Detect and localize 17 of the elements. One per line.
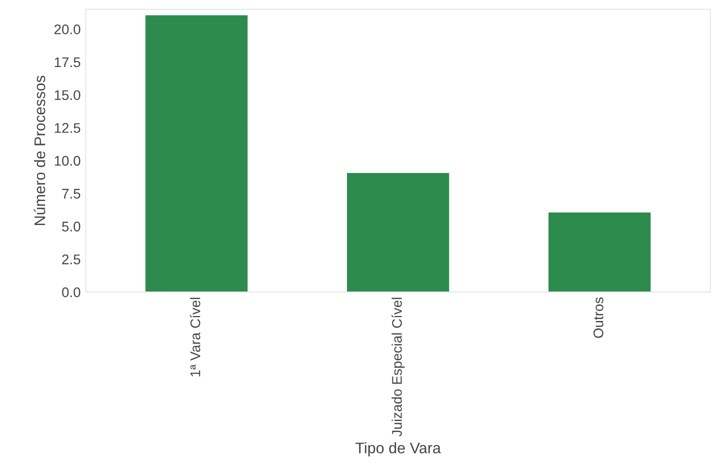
y-tick-label: 7.5 bbox=[62, 188, 80, 199]
y-tick-label: 10.0 bbox=[54, 156, 80, 166]
x-tick-label: Outros bbox=[593, 297, 604, 338]
x-axis-title: Tipo de Vara bbox=[356, 442, 441, 456]
y-tick-label: 15.0 bbox=[54, 90, 80, 100]
x-tick-label: Juizado Especial Cível bbox=[392, 298, 405, 436]
y-axis-title: Número de Processos bbox=[34, 76, 46, 226]
y-tick-label: 2.5 bbox=[62, 254, 80, 264]
x-tick-label: 1ª Vara Cível bbox=[190, 298, 200, 376]
bar bbox=[145, 15, 248, 292]
bar bbox=[548, 212, 651, 292]
y-tick-label: 20.0 bbox=[54, 24, 80, 34]
y-tick-label: 0.0 bbox=[62, 287, 80, 298]
y-tick-label: 12.5 bbox=[54, 123, 80, 133]
bar bbox=[346, 173, 450, 292]
y-tick-label: 17.5 bbox=[54, 57, 80, 68]
y-tick-label: 5.0 bbox=[62, 222, 80, 232]
